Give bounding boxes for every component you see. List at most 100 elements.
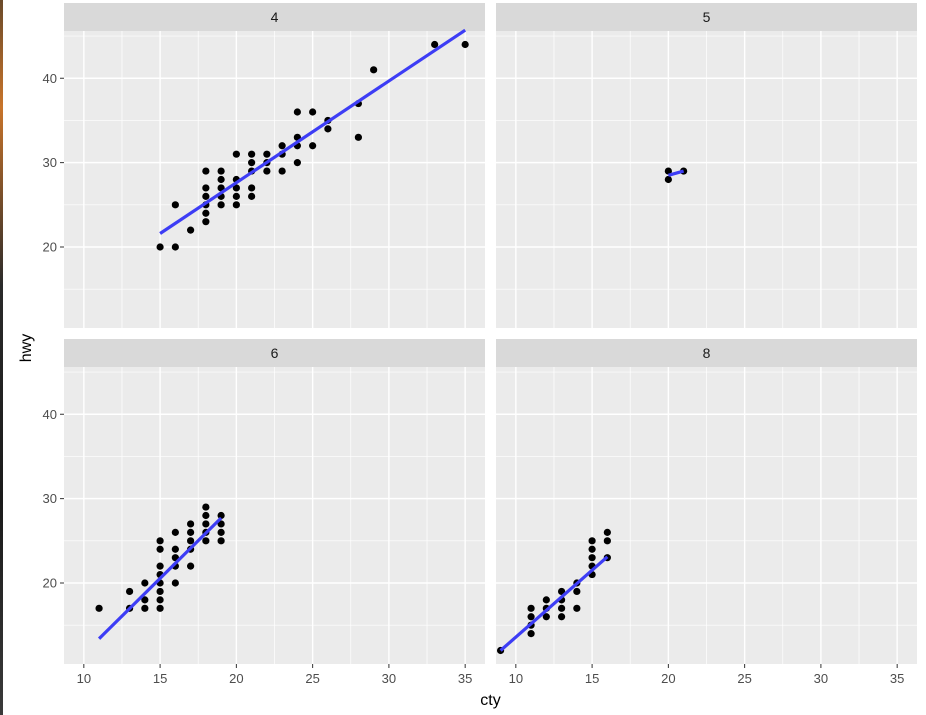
data-point (217, 537, 225, 545)
data-point (217, 511, 225, 520)
data-point (187, 537, 195, 545)
data-point (217, 175, 225, 184)
data-point (278, 167, 286, 175)
panel-8: 8 10 15 20 25 30 35 (496, 339, 917, 686)
data-point (202, 537, 210, 545)
data-point (171, 545, 179, 553)
trend-line (97, 516, 223, 640)
data-point (156, 537, 164, 545)
facet-strip (496, 3, 917, 31)
y-tick-label: 20 (43, 576, 57, 591)
data-point (557, 604, 566, 612)
data-point (542, 613, 550, 621)
data-point (324, 125, 332, 133)
data-point (156, 587, 164, 596)
data-point (217, 167, 225, 175)
data-point (588, 545, 596, 553)
data-point (232, 201, 240, 209)
data-point (232, 184, 240, 192)
facet-label: 6 (271, 345, 279, 361)
data-point (141, 596, 149, 604)
data-point (217, 201, 225, 209)
trend-line (159, 28, 467, 235)
x-tick-label: 20 (661, 671, 675, 686)
data-point (588, 537, 596, 545)
data-point (187, 528, 195, 536)
data-point (527, 604, 535, 612)
data-point (171, 243, 179, 251)
data-point (431, 40, 439, 49)
data-point (557, 613, 566, 621)
data-point (95, 604, 103, 612)
data-point (232, 192, 240, 200)
facet-strip (64, 3, 485, 31)
data-point (171, 201, 179, 209)
data-point (156, 604, 164, 612)
data-point (202, 503, 210, 511)
data-point (461, 40, 469, 49)
x-tick-label: 25 (737, 671, 751, 686)
data-point (603, 537, 611, 545)
facet-strip (496, 339, 917, 367)
facet-label: 5 (703, 9, 711, 25)
data-point (278, 142, 286, 150)
data-point (202, 184, 210, 192)
facet-strip (64, 339, 485, 367)
data-point (202, 520, 210, 528)
data-point (248, 184, 256, 192)
data-point (557, 587, 566, 596)
data-point (141, 604, 149, 612)
x-axis-title: cty (480, 692, 500, 709)
trend-line (499, 555, 609, 652)
data-point (603, 528, 611, 536)
data-point (370, 66, 378, 74)
data-point (527, 613, 535, 621)
x-tick-label: 30 (814, 671, 828, 686)
x-tick-label: 20 (229, 671, 243, 686)
data-point (573, 604, 581, 612)
x-tick-label: 15 (585, 671, 599, 686)
data-point (263, 150, 271, 158)
data-point (248, 150, 256, 158)
data-point (248, 192, 256, 200)
data-point (542, 596, 550, 604)
data-point (217, 528, 225, 536)
x-tick-label: 35 (890, 671, 904, 686)
data-point (293, 159, 301, 167)
x-tick-label: 30 (382, 671, 396, 686)
data-point (354, 133, 362, 141)
data-point (664, 167, 672, 175)
data-point (125, 587, 134, 596)
window-edge (0, 0, 3, 715)
data-point (573, 587, 581, 596)
data-point (156, 596, 164, 604)
data-point (141, 579, 149, 587)
data-point (263, 167, 271, 175)
data-point (187, 562, 195, 570)
data-point (309, 108, 317, 116)
data-point (248, 159, 256, 167)
data-point (171, 528, 179, 536)
data-point (202, 218, 210, 226)
x-tick-label: 35 (458, 671, 472, 686)
data-point (156, 562, 164, 570)
data-point (156, 243, 164, 251)
data-point (187, 520, 195, 528)
data-point (293, 108, 301, 116)
y-axis-title: hwy (18, 334, 35, 362)
y-tick-label: 40 (43, 71, 57, 86)
data-point (232, 150, 240, 158)
x-tick-label: 10 (509, 671, 523, 686)
data-point (202, 511, 210, 520)
data-point (664, 175, 672, 184)
panel-6: 6 20 30 40 10 15 20 25 30 35 (43, 339, 485, 686)
data-point (588, 554, 596, 562)
data-point (202, 167, 210, 175)
facet-label: 8 (703, 345, 711, 361)
trend-line (667, 169, 685, 177)
data-point (156, 545, 164, 553)
data-point (187, 226, 195, 234)
y-tick-label: 20 (43, 240, 57, 255)
y-tick-label: 30 (43, 491, 57, 506)
